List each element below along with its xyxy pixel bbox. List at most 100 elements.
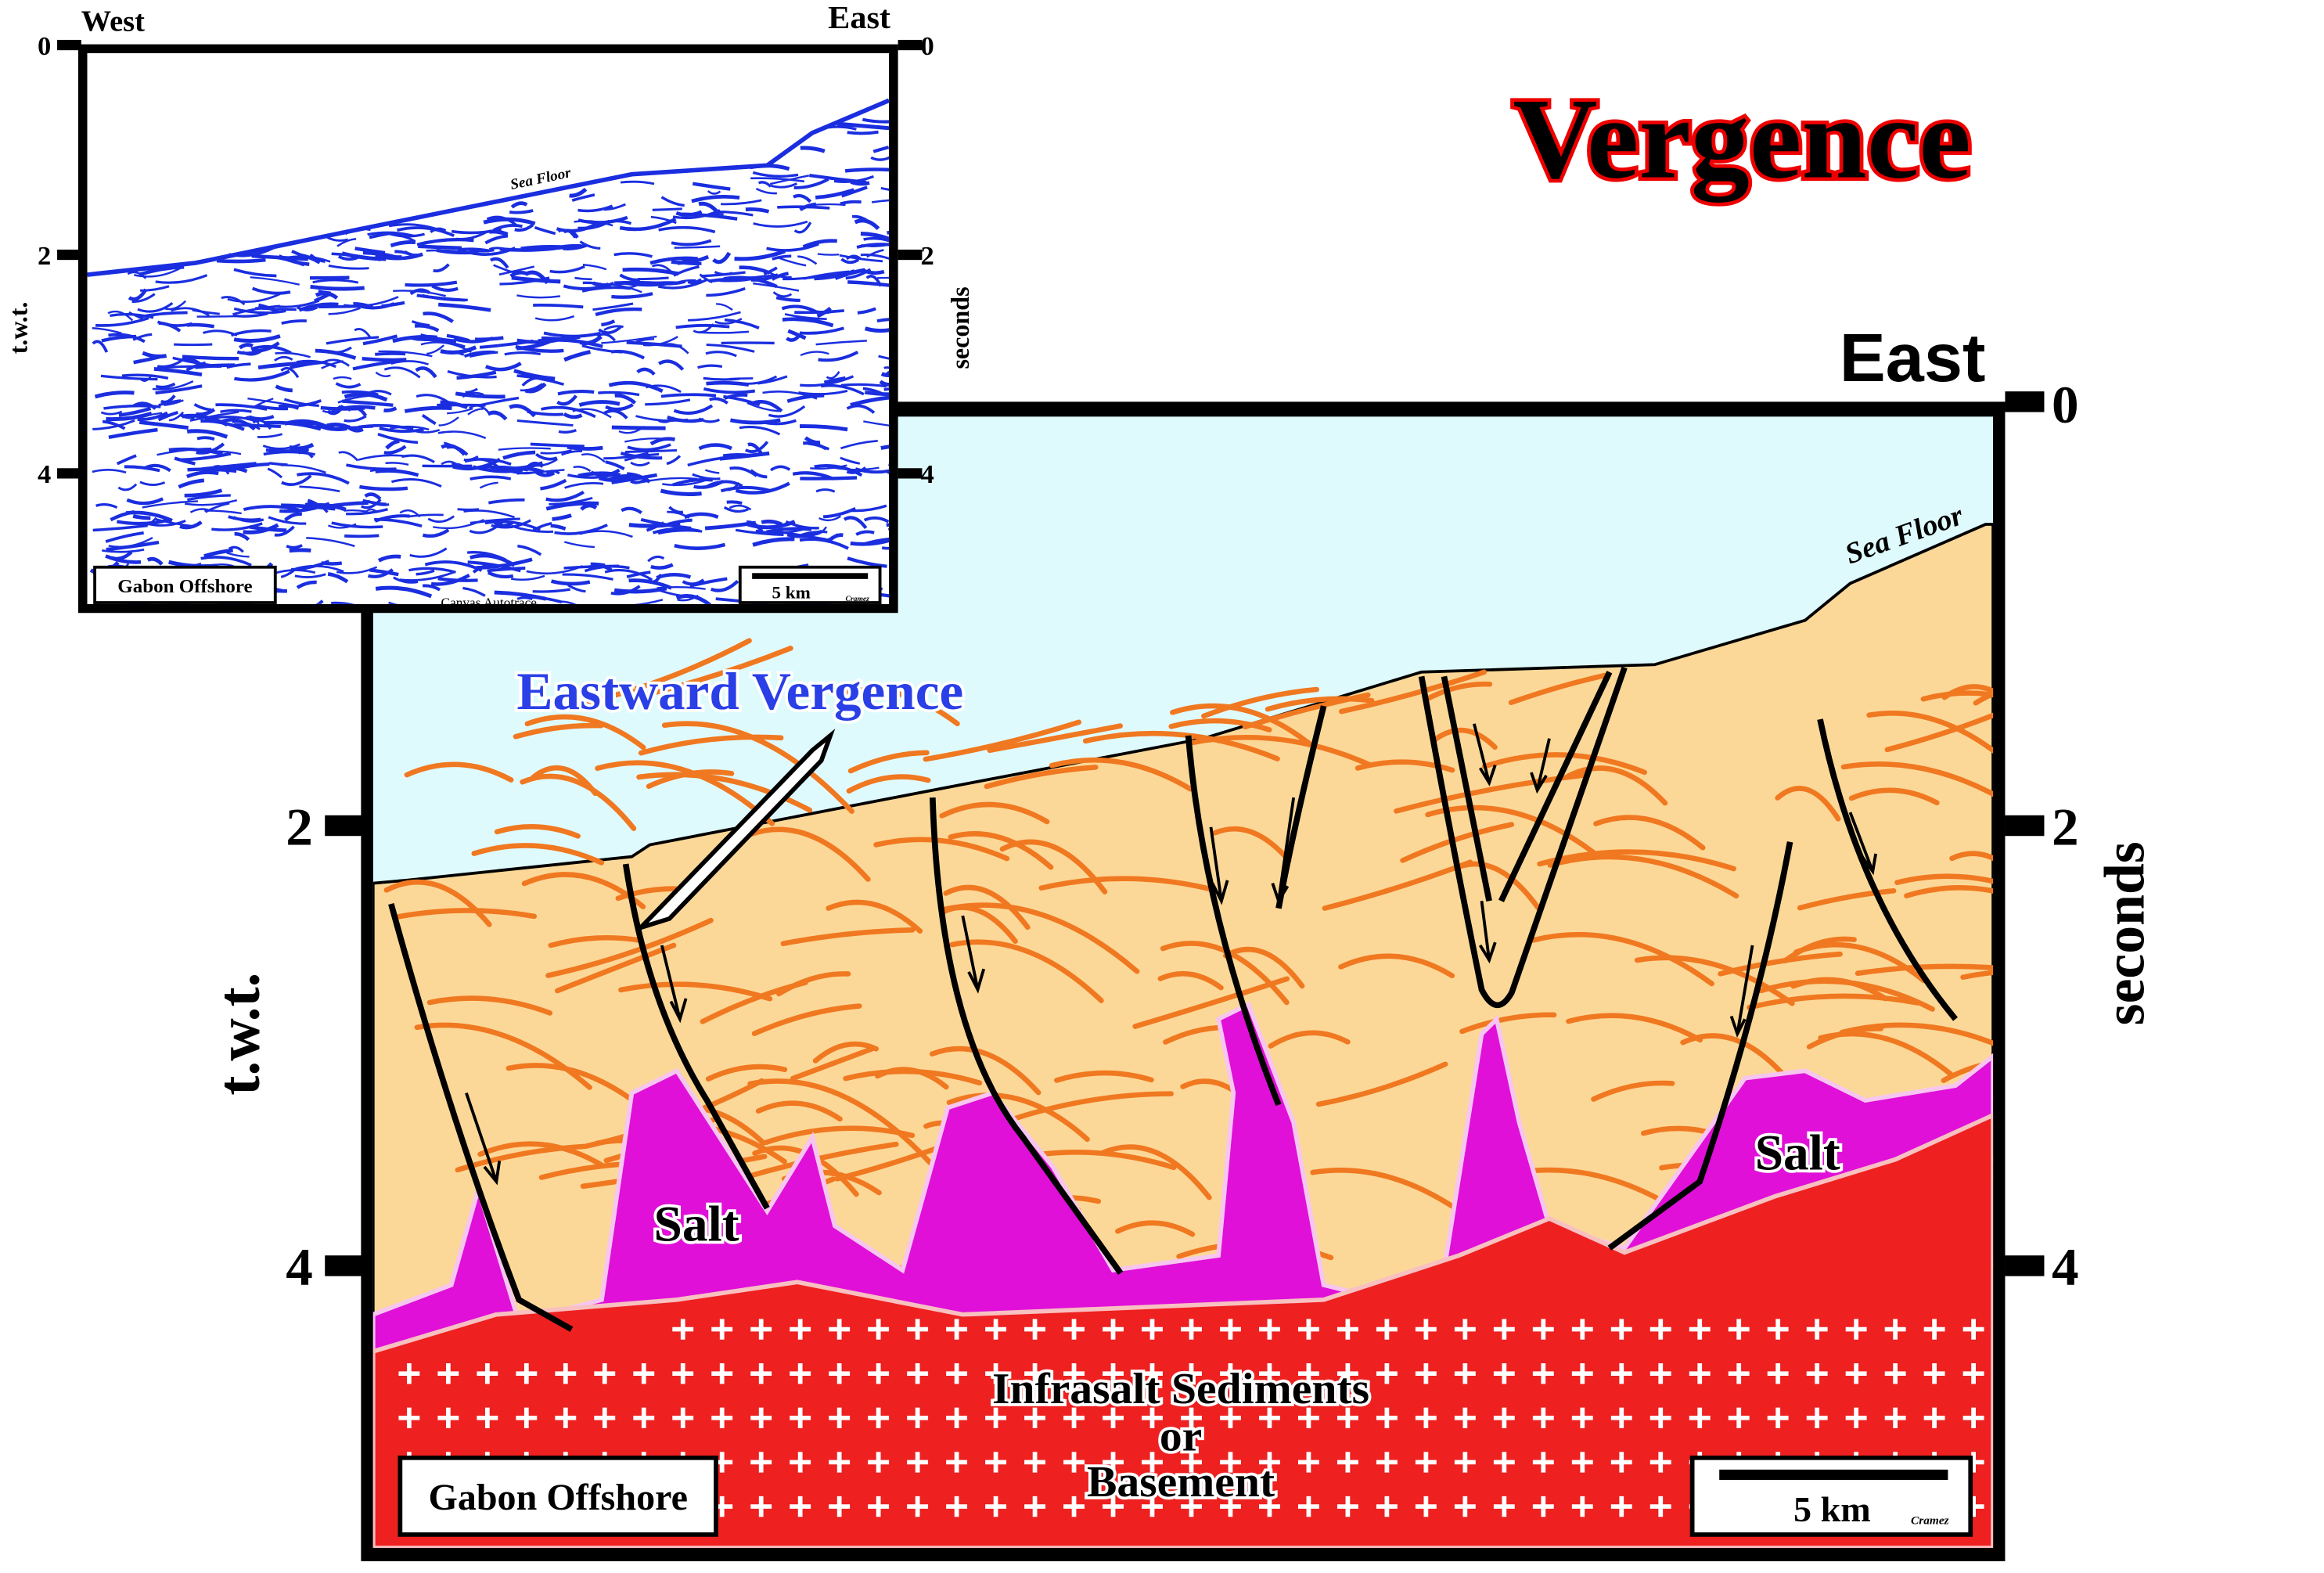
plus bbox=[1336, 1363, 1358, 1384]
reflector bbox=[531, 458, 559, 467]
tick-label: 4 bbox=[2052, 1238, 2079, 1297]
reflector bbox=[520, 383, 544, 392]
tick-label: 2 bbox=[38, 241, 51, 271]
reflector bbox=[310, 284, 365, 291]
reflector bbox=[221, 418, 256, 431]
reflector bbox=[668, 506, 684, 514]
reflector bbox=[153, 366, 203, 377]
reflector bbox=[106, 411, 153, 422]
reflector bbox=[171, 307, 210, 317]
author: Cramez bbox=[1911, 1514, 1949, 1528]
stratum bbox=[1008, 1091, 1174, 1123]
stratum bbox=[1920, 690, 1994, 702]
reflector bbox=[660, 196, 685, 207]
reflector bbox=[108, 427, 158, 439]
reflector bbox=[611, 473, 658, 484]
reflector bbox=[724, 318, 760, 329]
stratum bbox=[548, 934, 644, 948]
stratum bbox=[1268, 1030, 1351, 1049]
plus bbox=[1728, 1407, 1750, 1429]
stratum bbox=[780, 927, 916, 947]
reflector bbox=[108, 333, 146, 344]
reflector bbox=[118, 406, 152, 417]
reflector bbox=[541, 405, 596, 419]
stratum bbox=[1680, 1033, 1786, 1078]
stratum bbox=[1634, 955, 1795, 1006]
reflector bbox=[564, 482, 604, 489]
reflector bbox=[703, 387, 756, 394]
plus bbox=[1649, 1319, 1671, 1340]
stratum bbox=[843, 1068, 983, 1086]
reflector bbox=[139, 265, 185, 277]
tick-label: 2 bbox=[286, 797, 313, 856]
reflector bbox=[735, 481, 790, 495]
reflector bbox=[573, 466, 592, 473]
reflector bbox=[793, 221, 812, 234]
reflector bbox=[203, 548, 233, 558]
reflector bbox=[675, 323, 730, 329]
plus bbox=[1336, 1407, 1358, 1429]
plus bbox=[1258, 1452, 1280, 1473]
reflector bbox=[466, 551, 506, 561]
plus bbox=[1181, 1319, 1202, 1340]
reflector bbox=[263, 420, 322, 431]
reflector bbox=[763, 266, 778, 275]
plus bbox=[907, 1319, 929, 1340]
plus bbox=[1493, 1496, 1515, 1517]
stratum bbox=[1242, 692, 1371, 730]
reflector bbox=[720, 485, 770, 493]
reflector bbox=[704, 520, 757, 531]
reflector bbox=[502, 450, 536, 460]
reflector bbox=[721, 199, 762, 206]
reflector bbox=[451, 463, 469, 471]
reflector bbox=[441, 460, 462, 470]
reflector bbox=[511, 275, 561, 284]
reflector bbox=[691, 194, 740, 203]
reflector bbox=[865, 275, 883, 287]
reflector bbox=[672, 477, 714, 487]
reflector bbox=[840, 257, 860, 265]
reflector bbox=[306, 537, 355, 548]
reflector bbox=[872, 146, 890, 153]
reflector bbox=[462, 586, 486, 597]
plus bbox=[1923, 1319, 1945, 1340]
reflector bbox=[582, 263, 607, 271]
plus bbox=[1376, 1496, 1398, 1517]
reflector bbox=[249, 525, 287, 533]
stratum bbox=[1747, 993, 1920, 1010]
stratum bbox=[873, 837, 1010, 862]
reflector bbox=[491, 519, 531, 529]
plus bbox=[907, 1363, 929, 1384]
reflector bbox=[877, 276, 890, 279]
reflector bbox=[846, 254, 862, 261]
plus bbox=[1532, 1452, 1554, 1473]
plus bbox=[1220, 1319, 1241, 1340]
reflector bbox=[611, 292, 653, 299]
reflector bbox=[375, 351, 406, 356]
reflector bbox=[233, 307, 286, 315]
reflector bbox=[712, 251, 732, 265]
reflector bbox=[647, 555, 665, 563]
faults bbox=[388, 666, 1959, 1332]
reflector bbox=[770, 182, 798, 189]
plus bbox=[1415, 1496, 1437, 1517]
reflector bbox=[168, 447, 223, 456]
reflector bbox=[628, 521, 681, 528]
reflector bbox=[375, 252, 423, 261]
reflector bbox=[772, 291, 793, 298]
tick-label: 0 bbox=[2052, 375, 2079, 434]
stratum bbox=[1591, 1080, 1675, 1102]
reflector bbox=[174, 343, 213, 347]
reflector bbox=[453, 337, 494, 344]
reflector bbox=[883, 366, 890, 369]
reflector bbox=[864, 326, 890, 333]
reflector bbox=[714, 318, 743, 325]
reflector bbox=[388, 232, 425, 238]
scale-label: 5 km bbox=[772, 583, 810, 603]
reflector bbox=[510, 201, 528, 209]
reflector bbox=[367, 390, 392, 396]
reflector bbox=[469, 351, 498, 358]
reflector bbox=[567, 445, 603, 451]
plus bbox=[1571, 1407, 1593, 1429]
